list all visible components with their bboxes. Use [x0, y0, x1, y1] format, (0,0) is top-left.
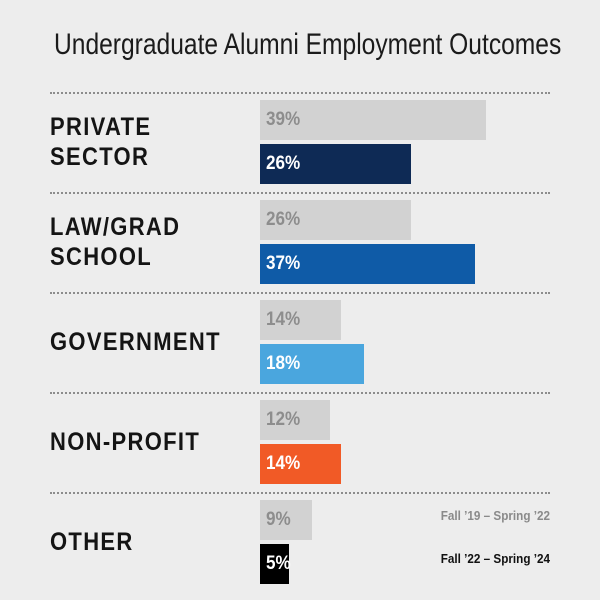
- bar-label-previous: 39%: [266, 109, 301, 130]
- divider: [50, 292, 550, 294]
- category-label: OTHER: [50, 528, 134, 556]
- bar-current: [260, 144, 411, 184]
- bar-label-previous: 26%: [266, 209, 301, 230]
- divider: [50, 92, 550, 94]
- category-label: LAW/GRAD SCHOOL: [50, 213, 181, 271]
- bar-previous: [260, 100, 487, 140]
- bar-current: [260, 544, 289, 584]
- category-label: PRIVATE SECTOR: [50, 113, 152, 171]
- divider: [50, 392, 550, 394]
- bar-current: [260, 444, 342, 484]
- bar-label-current: 26%: [266, 153, 301, 174]
- divider: [50, 192, 550, 194]
- bar-label-current: 5%: [266, 553, 291, 574]
- bar-previous: [260, 500, 313, 540]
- divider: [50, 492, 550, 494]
- chart-title: Undergraduate Alumni Employment Outcomes: [54, 28, 562, 61]
- bar-label-previous: 9%: [266, 509, 291, 530]
- bar-label-current: 18%: [266, 353, 301, 374]
- bar-previous: [260, 400, 330, 440]
- bar-previous: [260, 300, 342, 340]
- category-label: NON-PROFIT: [50, 428, 201, 456]
- legend-previous-period: Fall ’19 – Spring ’22: [440, 508, 550, 523]
- bar-label-previous: 12%: [266, 409, 301, 430]
- bar-label-current: 37%: [266, 253, 301, 274]
- bar-current: [260, 244, 475, 284]
- legend-current-period: Fall ’22 – Spring ’24: [440, 551, 550, 566]
- bar-label-previous: 14%: [266, 309, 301, 330]
- bar-previous: [260, 200, 411, 240]
- category-label: GOVERNMENT: [50, 328, 221, 356]
- bar-current: [260, 344, 365, 384]
- bar-label-current: 14%: [266, 453, 301, 474]
